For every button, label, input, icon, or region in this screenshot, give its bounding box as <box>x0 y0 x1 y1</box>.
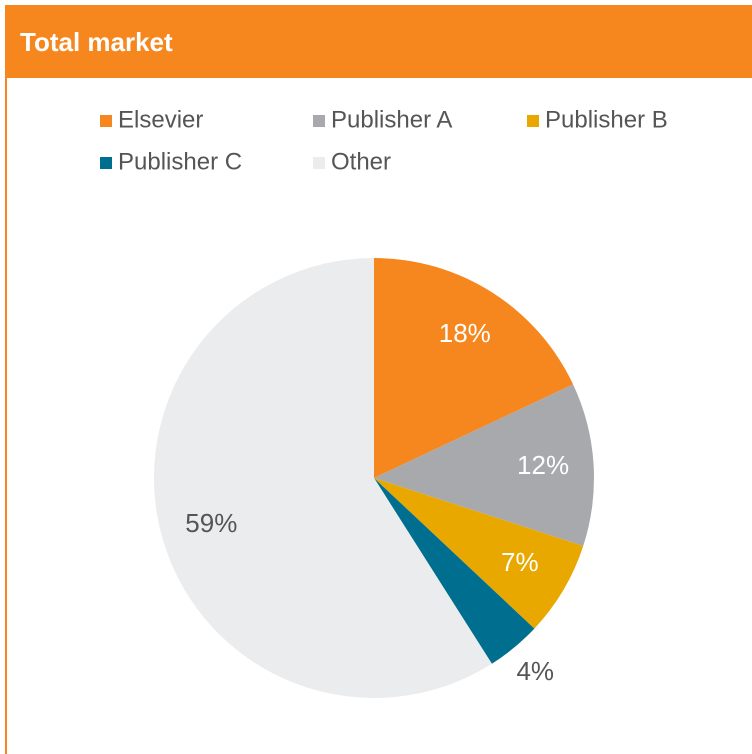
data-label: 7% <box>501 547 539 577</box>
legend-swatch <box>100 115 112 127</box>
legend-label: Other <box>331 148 391 175</box>
data-label: 18% <box>439 318 491 348</box>
data-label: 4% <box>516 656 554 686</box>
legend-label: Publisher B <box>545 106 668 133</box>
legend-label: Publisher C <box>118 148 242 175</box>
pie-slice <box>374 478 584 629</box>
data-label: 12% <box>517 450 569 480</box>
pie-slice <box>374 478 535 664</box>
pie-slice <box>374 258 574 478</box>
legend-label: Publisher A <box>331 106 452 133</box>
left-border <box>5 5 7 754</box>
legend-swatch <box>527 115 539 127</box>
legend-swatch <box>313 157 325 169</box>
legend-swatch <box>313 115 325 127</box>
data-label: 59% <box>185 508 237 538</box>
pie-slice <box>374 384 594 546</box>
legend-label: Elsevier <box>118 106 203 133</box>
pie-slice <box>153 258 492 698</box>
legend-swatch <box>100 157 112 169</box>
chart-title: Total market <box>20 27 173 57</box>
header-bar <box>5 5 752 78</box>
